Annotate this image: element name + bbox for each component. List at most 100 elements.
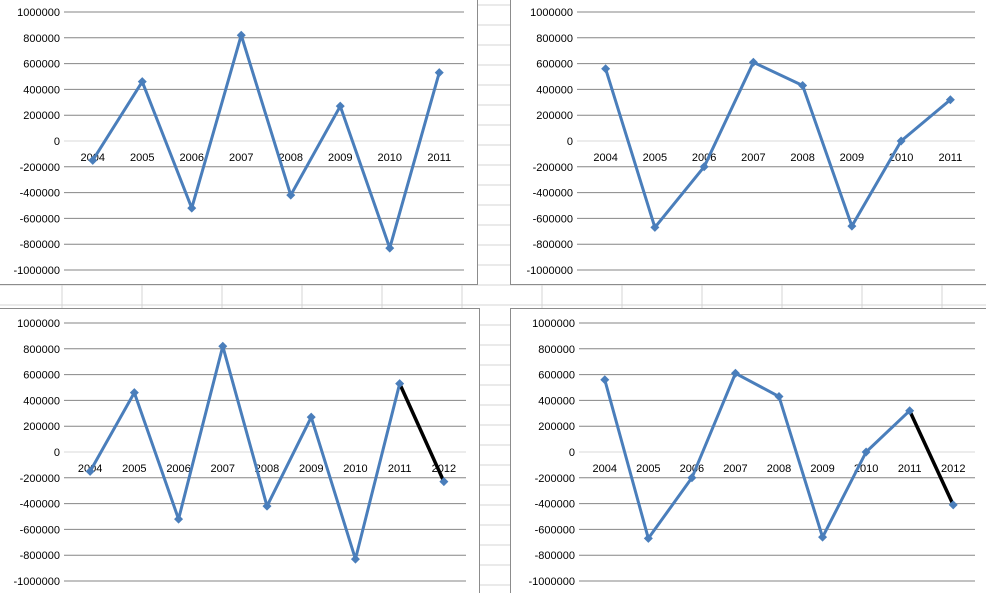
y-tick-label: -200000 (533, 162, 573, 174)
x-tick-label: 2011 (427, 152, 451, 164)
chart-panel-top-left[interactable]: 1000000 800000 600000 400000 200000 0 -200000 -… (0, 0, 478, 285)
x-tick-label: 2009 (299, 463, 323, 475)
x-tick-label: 2005 (130, 152, 154, 164)
data-point-marker (818, 532, 828, 542)
y-tick-label: -1000000 (14, 265, 61, 277)
data-point-marker (439, 477, 449, 487)
data-point-marker (748, 57, 758, 67)
x-tick-label: 2006 (180, 152, 204, 164)
y-tick-label: 0 (569, 447, 575, 459)
series-line (604, 60, 952, 229)
y-tick-label: -400000 (20, 499, 60, 511)
data-point-marker (905, 406, 915, 416)
data-point-marker (945, 95, 955, 105)
y-tick-label: -800000 (20, 550, 60, 562)
y-tick-label: -1000000 (14, 576, 61, 588)
data-point-marker (896, 136, 906, 146)
y-tick-label: -200000 (20, 473, 60, 485)
y-tick-label: 600000 (536, 59, 573, 71)
chart-panel-bottom-right[interactable]: 1000000 800000 600000 400000 200000 0 -200000 -… (510, 308, 986, 593)
data-point-marker (847, 221, 857, 231)
x-tick-label: 2007 (229, 152, 253, 164)
series-line-highlight-segment (398, 382, 446, 483)
x-tick-label: 2005 (636, 463, 660, 475)
chart-panel-bottom-left[interactable]: 1000000 800000 600000 400000 200000 0 -200000 -… (0, 308, 480, 593)
data-point-marker (236, 30, 246, 40)
y-tick-label: -600000 (20, 213, 60, 225)
y-tick-label: 800000 (23, 344, 60, 356)
x-tick-label: 2011 (898, 463, 922, 475)
y-tick-label: -1000000 (527, 265, 574, 277)
data-point-marker (948, 500, 958, 510)
data-point-marker (88, 155, 98, 165)
y-tick-label: 400000 (23, 84, 60, 96)
x-tick-label: 2005 (643, 152, 667, 164)
x-tick-label: 2010 (343, 463, 367, 475)
x-tick-label: 2011 (939, 152, 963, 164)
y-tick-label: 400000 (536, 84, 573, 96)
data-point-marker (137, 77, 147, 87)
y-tick-label: -800000 (20, 239, 60, 251)
y-tick-label: 1000000 (530, 7, 573, 19)
data-point-marker (218, 341, 228, 351)
y-tick-label: 200000 (23, 421, 60, 433)
line-chart-top-left: 1000000 800000 600000 400000 200000 0 -200000 -… (14, 7, 464, 277)
data-point-marker (699, 162, 709, 172)
series-line (88, 344, 402, 561)
y-tick-label: 600000 (23, 59, 60, 71)
y-tick-label: 0 (567, 136, 573, 148)
x-tick-label: 2010 (889, 152, 913, 164)
data-point-marker (187, 203, 197, 213)
line-chart-bottom-left: 1000000 800000 600000 400000 200000 0 -200000 -… (14, 318, 466, 588)
y-tick-label: -600000 (20, 524, 60, 536)
y-tick-label: 600000 (23, 370, 60, 382)
x-tick-label: 2004 (593, 152, 617, 164)
y-tick-label: 1000000 (17, 7, 60, 19)
data-point-marker (174, 514, 184, 524)
chart-panel-top-right[interactable]: 1000000 800000 600000 400000 200000 0 -200000 -… (510, 0, 986, 285)
y-tick-label: -800000 (533, 239, 573, 251)
data-point-marker (85, 466, 95, 476)
y-tick-label: -200000 (20, 162, 60, 174)
x-tick-label: 2011 (388, 463, 412, 475)
y-tick-label: -400000 (535, 499, 575, 511)
y-tick-label: -600000 (533, 213, 573, 225)
x-tick-label: 2005 (122, 463, 146, 475)
x-tick-label: 2007 (723, 463, 747, 475)
x-tick-label: 2004 (593, 463, 617, 475)
x-tick-label: 2008 (279, 152, 303, 164)
y-tick-label: 1000000 (532, 318, 575, 330)
data-point-marker (262, 501, 272, 511)
data-point-marker (306, 412, 316, 422)
y-tick-label: -1000000 (529, 576, 576, 588)
x-tick-label: 2008 (255, 463, 279, 475)
x-tick-label: 2007 (211, 463, 235, 475)
x-tick-label: 2008 (767, 463, 791, 475)
data-point-marker (434, 68, 444, 78)
y-tick-label: -400000 (20, 188, 60, 200)
x-tick-label: 2012 (941, 463, 965, 475)
y-tick-label: -800000 (535, 550, 575, 562)
y-tick-label: 200000 (538, 421, 575, 433)
y-tick-label: -200000 (535, 473, 575, 485)
x-tick-label: 2009 (328, 152, 352, 164)
x-tick-label: 2007 (741, 152, 765, 164)
line-chart-top-right: 1000000 800000 600000 400000 200000 0 -200000 -… (527, 7, 975, 277)
y-tick-label: 800000 (23, 33, 60, 45)
y-tick-label: 200000 (23, 110, 60, 122)
data-point-marker (643, 533, 653, 543)
y-tick-label: 0 (54, 447, 60, 459)
data-point-marker (335, 101, 345, 111)
data-point-marker (129, 388, 139, 398)
x-tick-label: 2010 (378, 152, 402, 164)
y-tick-label: -400000 (533, 188, 573, 200)
data-point-marker (350, 554, 360, 564)
y-tick-label: 1000000 (17, 318, 60, 330)
data-point-marker (798, 81, 808, 91)
y-tick-label: 200000 (536, 110, 573, 122)
data-point-marker (286, 190, 296, 200)
x-tick-label: 2009 (840, 152, 864, 164)
data-point-marker (395, 379, 405, 389)
x-tick-label: 2006 (692, 152, 716, 164)
data-point-marker (385, 243, 395, 253)
